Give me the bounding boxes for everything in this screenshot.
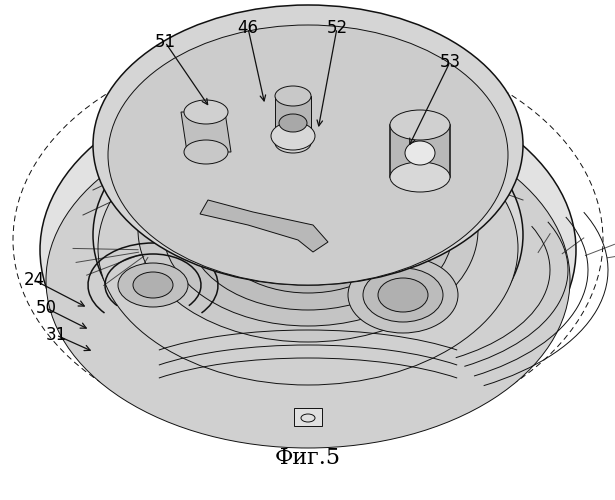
Polygon shape <box>200 200 328 252</box>
Ellipse shape <box>272 198 344 246</box>
Ellipse shape <box>275 133 311 153</box>
Text: 52: 52 <box>327 19 347 37</box>
Ellipse shape <box>184 100 228 124</box>
Text: Фиг.5: Фиг.5 <box>275 447 341 469</box>
Ellipse shape <box>240 179 376 271</box>
Ellipse shape <box>138 118 478 342</box>
Ellipse shape <box>118 263 188 307</box>
Ellipse shape <box>390 162 450 192</box>
Polygon shape <box>181 112 231 152</box>
Ellipse shape <box>279 114 307 132</box>
Polygon shape <box>390 125 450 177</box>
Ellipse shape <box>348 257 458 333</box>
Text: 24: 24 <box>23 271 44 289</box>
Text: 50: 50 <box>36 299 57 317</box>
Text: 53: 53 <box>440 53 461 71</box>
Ellipse shape <box>98 111 518 385</box>
Ellipse shape <box>133 272 173 298</box>
Text: 51: 51 <box>154 33 175 51</box>
Ellipse shape <box>390 110 450 140</box>
Polygon shape <box>275 96 311 143</box>
Ellipse shape <box>40 75 576 425</box>
Ellipse shape <box>213 167 403 293</box>
Text: 31: 31 <box>46 326 66 344</box>
Ellipse shape <box>188 150 428 310</box>
Ellipse shape <box>108 25 508 285</box>
Ellipse shape <box>93 93 523 377</box>
Ellipse shape <box>93 5 523 285</box>
Ellipse shape <box>46 112 570 448</box>
Ellipse shape <box>378 278 428 312</box>
Ellipse shape <box>275 86 311 106</box>
Ellipse shape <box>256 190 360 260</box>
Text: 46: 46 <box>237 19 258 37</box>
Ellipse shape <box>363 268 443 322</box>
Ellipse shape <box>405 141 435 165</box>
Ellipse shape <box>271 122 315 150</box>
Ellipse shape <box>184 140 228 164</box>
Polygon shape <box>294 408 322 426</box>
Ellipse shape <box>163 134 453 326</box>
